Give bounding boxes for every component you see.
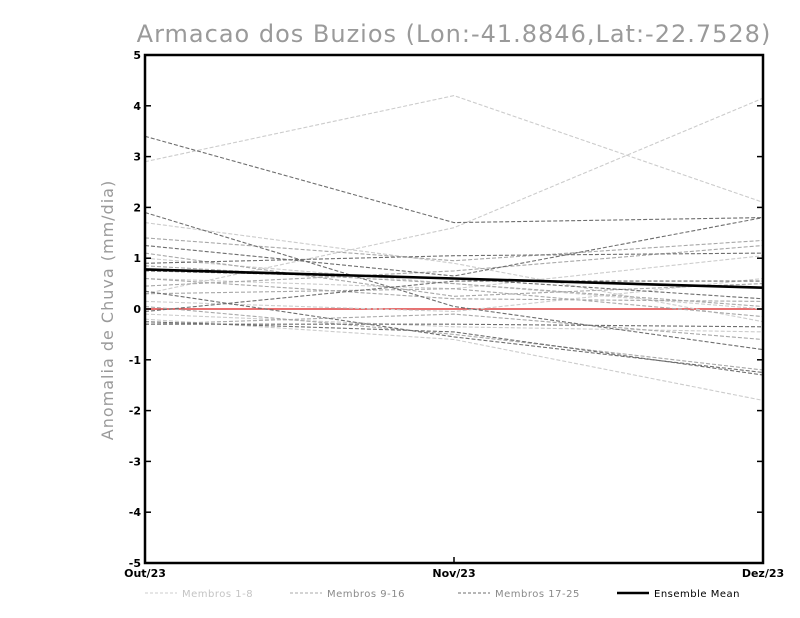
member-line-group1-2: [144, 97, 764, 295]
member-line-group2-5: [144, 277, 764, 302]
member-line-group2-8: [144, 288, 764, 318]
y-tick-label: 3: [133, 151, 141, 164]
y-tick-label: 5: [133, 49, 141, 62]
member-line-group2-6: [144, 305, 764, 371]
y-axis-label: Anomalia de Chuva (mm/dia): [98, 180, 117, 440]
legend-label: Membros 17-25: [495, 589, 580, 600]
y-tick-label: -4: [129, 506, 142, 519]
y-tick-label: 2: [133, 201, 141, 214]
member-line-group3-6: [144, 321, 764, 376]
ensemble-mean-line: [144, 268, 764, 289]
member-line-group3-4: [144, 252, 764, 264]
member-line-group1-8: [144, 313, 764, 333]
member-line-group3-1: [144, 135, 764, 224]
chart-title: Armacao dos Buzios (Lon:-41.8846,Lat:-22…: [137, 20, 772, 48]
member-line-group1-6: [144, 277, 764, 313]
y-tick-label: -3: [129, 455, 141, 468]
legend-label: Membros 1-8: [182, 589, 253, 600]
y-tick-label: -2: [129, 405, 141, 418]
x-tick-label: Dez/23: [742, 567, 784, 580]
y-tick-label: -5: [129, 557, 141, 570]
y-tick-label: 1: [133, 252, 141, 265]
member-line-group3-8: [144, 280, 763, 313]
member-line-group2-1: [144, 237, 764, 262]
member-line-group3-7: [144, 290, 764, 374]
member-line-group3-9: [145, 323, 764, 328]
x-tick-label: Out/23: [124, 567, 166, 580]
legend-label: Membros 9-16: [327, 589, 405, 600]
x-tick-label: Nov/23: [432, 567, 475, 580]
legend-label: Ensemble Mean: [654, 589, 740, 600]
member-line-group1-4: [144, 318, 764, 401]
legend: Membros 1-8 Membros 9-16 Membros 17-25 Ense…: [145, 589, 740, 600]
member-line-group2-2: [144, 244, 764, 287]
member-line-group3-3: [144, 217, 764, 277]
member-line-group2-7: [144, 252, 764, 297]
y-tick-label: -1: [129, 354, 141, 367]
y-tick-label: 4: [133, 100, 141, 113]
member-line-group1-3: [144, 222, 764, 323]
member-line-group3-2: [144, 211, 764, 351]
y-tick-label: 0: [133, 303, 141, 316]
member-line-group2-4: [144, 313, 764, 341]
axis-ticks: -5 -4 -3 -2 -1 0 1 2 3 4 5 Out/23 Nov/23 Dez/23: [124, 49, 784, 580]
member-line-group1-7: [144, 257, 764, 310]
member-line-group1-1: [144, 95, 764, 203]
plot-area: [144, 95, 764, 401]
